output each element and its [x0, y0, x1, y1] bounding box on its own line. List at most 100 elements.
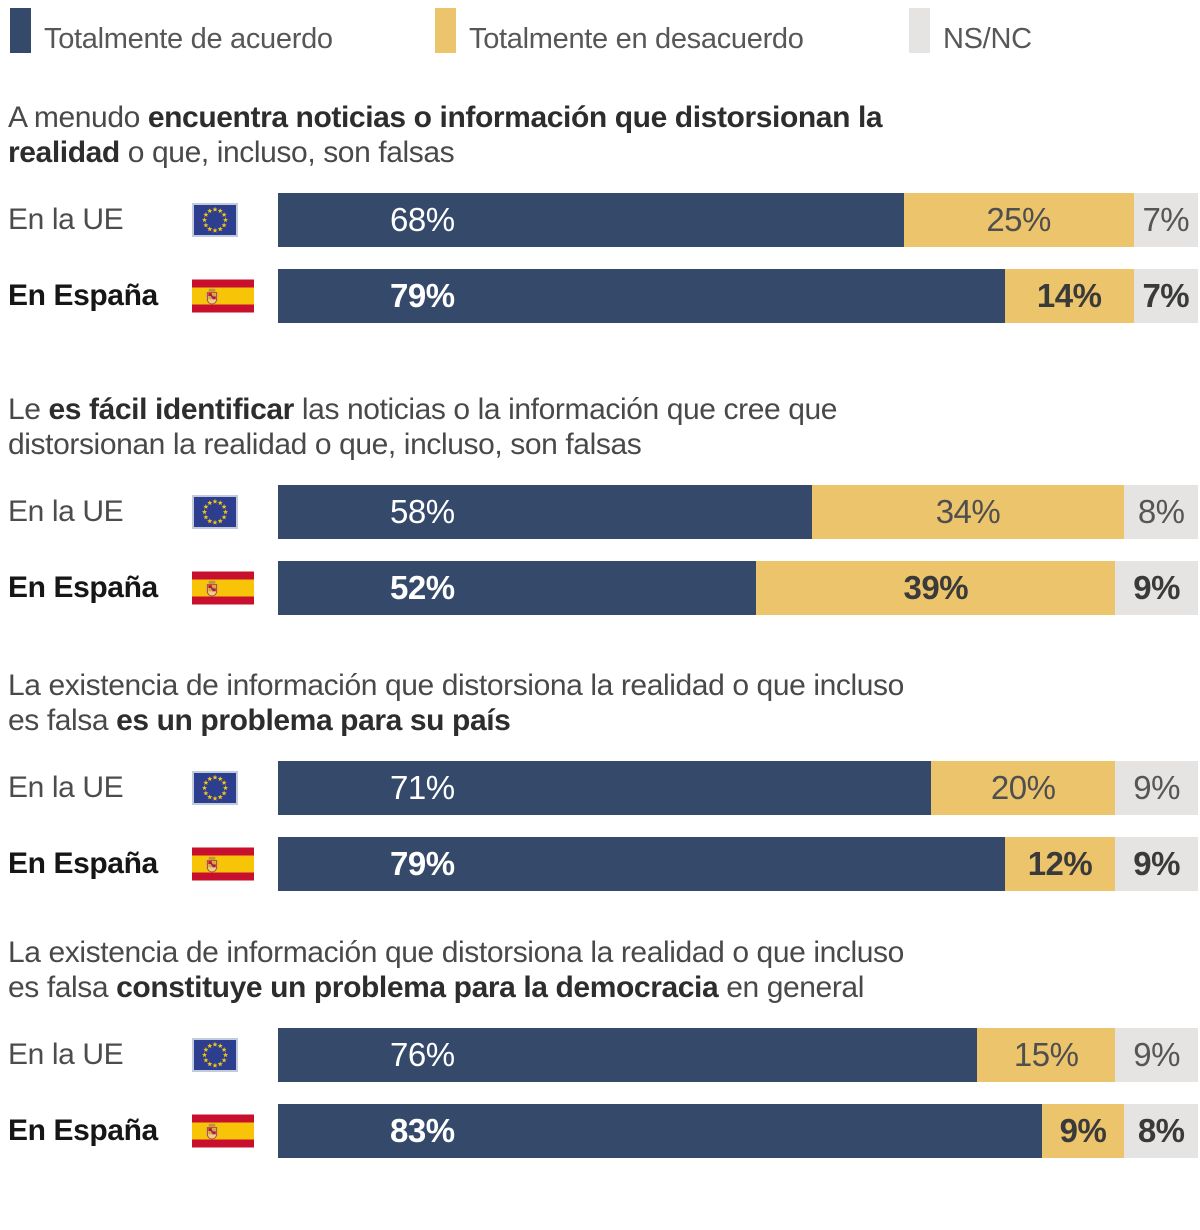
bar-value-label: 12%	[1027, 845, 1093, 882]
bar-segment-disagree: 15%	[977, 1028, 1116, 1082]
bar-value-label: 9%	[1133, 845, 1180, 882]
flag	[192, 203, 238, 237]
title-text: La existencia de información que distors…	[8, 936, 904, 969]
bar-rows: En la UE 76% 15% 9% En España 83% 9% 8%	[0, 1028, 1200, 1158]
bar-segment-nsnc: 9%	[1115, 1028, 1198, 1082]
legend: Totalmente de acuerdo Totalmente en desac…	[0, 8, 1200, 70]
bar-segment-nsnc: 9%	[1115, 561, 1198, 615]
title-text: distorsionan la realidad o que, incluso,…	[8, 428, 642, 461]
bar-segment-agree: 79%	[278, 269, 1005, 323]
row-spain: En España 83% 9% 8%	[0, 1104, 1200, 1158]
bar-value-label: 9%	[1059, 1112, 1107, 1149]
flag	[192, 1038, 238, 1072]
eu-flag-icon	[192, 203, 238, 237]
row-label: En la UE	[8, 771, 124, 804]
row-eu: En la UE 76% 15% 9%	[0, 1028, 1200, 1082]
row-spain: En España 79% 12% 9%	[0, 837, 1200, 891]
bar-value-label: 9%	[1133, 1036, 1180, 1073]
spain-flag-icon	[192, 279, 254, 313]
bar-segment-nsnc: 7%	[1133, 193, 1198, 247]
bar-segment-agree: 71%	[278, 761, 932, 815]
bar-segment-agree: 79%	[278, 837, 1005, 891]
legend-item: Totalmente de acuerdo	[10, 8, 333, 54]
question-title-line: A menudo encuentra noticias o informació…	[8, 100, 1118, 135]
eu-flag-icon	[192, 1038, 238, 1072]
bar-value-label: 14%	[1036, 277, 1102, 314]
bar-value-label: 79%	[390, 277, 455, 314]
bar-value-label: 9%	[1133, 769, 1180, 806]
bar-value-label: 71%	[390, 769, 455, 806]
bar-value-label: 68%	[390, 201, 455, 238]
question-title: La existencia de información que distors…	[8, 935, 1118, 1005]
bar-value-label: 58%	[390, 493, 455, 530]
row-label: En la UE	[8, 1038, 124, 1071]
bar-segment-nsnc: 9%	[1115, 837, 1198, 891]
bar-value-label: 7%	[1142, 201, 1190, 238]
bar-value-label: 34%	[935, 493, 1001, 530]
eu-flag-icon	[192, 771, 238, 805]
question-title-line: realidad o que, incluso, son falsas	[8, 135, 1118, 170]
eu-flag-icon	[192, 495, 238, 529]
bar-segment-disagree: 39%	[756, 561, 1116, 615]
title-text-bold: es un problema para su país	[116, 704, 511, 737]
row-spain: En España 79% 14% 7%	[0, 269, 1200, 323]
question-title-line: La existencia de información que distors…	[8, 935, 1118, 970]
legend-swatch	[435, 8, 456, 53]
row-spain: En España 52% 39% 9%	[0, 561, 1200, 615]
flag	[192, 571, 254, 605]
title-text-bold: realidad	[8, 136, 120, 169]
bar-value-label: 20%	[990, 769, 1056, 806]
question-block: La existencia de información que distors…	[0, 935, 1200, 1158]
bar-rows: En la UE 68% 25% 7% En España 79% 14% 7%	[0, 193, 1200, 323]
stacked-bar: 79% 14% 7%	[278, 269, 1198, 323]
title-text: las noticias o la información que cree q…	[293, 393, 838, 426]
question-title-line: distorsionan la realidad o que, incluso,…	[8, 427, 1118, 462]
row-label: En España	[8, 1114, 158, 1147]
question-title: Le es fácil identificar las noticias o l…	[8, 392, 1118, 462]
bar-segment-nsnc: 9%	[1115, 761, 1198, 815]
stacked-bar: 58% 34% 8%	[278, 485, 1198, 539]
title-text: en general	[718, 971, 864, 1004]
title-text: o que, incluso, son falsas	[119, 136, 455, 169]
bar-rows: En la UE 71% 20% 9% En España 79% 12% 9%	[0, 761, 1200, 891]
flag	[192, 279, 254, 313]
stacked-bar: 52% 39% 9%	[278, 561, 1198, 615]
bar-value-label: 9%	[1133, 569, 1180, 606]
legend-label: Totalmente en desacuerdo	[469, 23, 804, 55]
bar-segment-agree: 52%	[278, 561, 757, 615]
bar-value-label: 76%	[390, 1036, 455, 1073]
legend-label: Totalmente de acuerdo	[44, 23, 333, 55]
bar-value-label: 79%	[390, 845, 455, 882]
bar-segment-disagree: 14%	[1004, 269, 1134, 323]
bar-segment-nsnc: 7%	[1133, 269, 1198, 323]
bar-segment-nsnc: 8%	[1124, 485, 1198, 539]
flag	[192, 847, 254, 881]
row-label: En España	[8, 571, 158, 604]
flag	[192, 1114, 254, 1148]
bar-value-label: 83%	[390, 1112, 455, 1149]
flag	[192, 771, 238, 805]
title-text: A menudo	[8, 101, 148, 134]
stacked-bar: 68% 25% 7%	[278, 193, 1198, 247]
row-label: En España	[8, 847, 158, 880]
stacked-bar: 71% 20% 9%	[278, 761, 1198, 815]
bar-segment-agree: 83%	[278, 1104, 1042, 1158]
bar-segment-agree: 58%	[278, 485, 812, 539]
bar-segment-disagree: 9%	[1041, 1104, 1125, 1158]
stacked-bar: 79% 12% 9%	[278, 837, 1198, 891]
stacked-bar: 76% 15% 9%	[278, 1028, 1198, 1082]
stacked-bar: 83% 9% 8%	[278, 1104, 1198, 1158]
title-text-bold: encuentra noticias o información que dis…	[147, 101, 883, 134]
bar-segment-disagree: 25%	[903, 193, 1134, 247]
question-title-line: es falsa constituye un problema para la …	[8, 970, 1118, 1005]
title-text: Le	[8, 393, 49, 426]
title-text-bold: es fácil identificar	[48, 393, 295, 426]
bar-value-label: 8%	[1137, 1112, 1185, 1149]
row-label: En la UE	[8, 495, 124, 528]
legend-label: NS/NC	[943, 23, 1032, 55]
bar-value-label: 25%	[986, 201, 1051, 238]
row-label: En la UE	[8, 203, 124, 236]
title-text-bold: constituye un problema para la democraci…	[116, 971, 719, 1004]
bar-segment-disagree: 34%	[811, 485, 1125, 539]
question-title-line: Le es fácil identificar las noticias o l…	[8, 392, 1118, 427]
